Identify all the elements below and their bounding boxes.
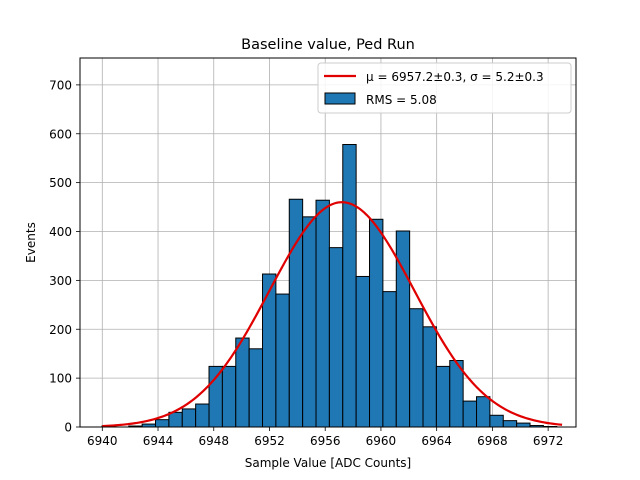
histogram-bar [155, 419, 170, 428]
y-tick-label: 0 [64, 421, 72, 435]
x-tick-label: 6972 [533, 434, 564, 448]
histogram-bar [262, 273, 277, 428]
x-axis-label: Sample Value [ADC Counts] [245, 456, 411, 470]
y-tick-label: 300 [49, 274, 72, 288]
histogram-bar [355, 275, 371, 428]
y-tick-label: 400 [49, 225, 72, 239]
histogram-bar [328, 247, 344, 428]
legend: μ = 6957.2±0.3, σ = 5.2±0.3 RMS = 5.08 [317, 62, 572, 114]
x-tick-label: 6968 [477, 434, 508, 448]
histogram-bar [248, 348, 264, 428]
histogram-bar [302, 216, 317, 428]
x-tick-label: 6940 [87, 434, 118, 448]
x-tick-label: 6964 [421, 434, 452, 448]
histogram-bar [342, 144, 357, 428]
x-tick-label: 6960 [366, 434, 397, 448]
chart-title: Baseline value, Ped Run [241, 37, 415, 53]
histogram-bar [409, 308, 424, 428]
histogram-bar [181, 408, 197, 428]
histogram-bar [435, 365, 451, 428]
histogram-bar [422, 326, 437, 428]
plot-frame [79, 57, 577, 428]
y-tick-label: 100 [49, 372, 72, 386]
legend-hist-swatch [324, 92, 356, 105]
y-tick-label: 200 [49, 323, 72, 337]
x-axis-ticks: 6940 6944 6948 6952 6956 6960 6964 6968 6972 [87, 427, 563, 448]
histogram-bar [221, 365, 237, 428]
histogram-bar [382, 291, 397, 428]
x-tick-label: 6952 [254, 434, 285, 448]
x-tick-label: 6944 [143, 434, 174, 448]
histogram-bar [369, 218, 384, 428]
y-tick-label: 700 [49, 78, 72, 92]
legend-fit-label: μ = 6957.2±0.3, σ = 5.2±0.3 [366, 70, 544, 84]
histogram-bar [235, 337, 250, 428]
histogram-bar [315, 199, 330, 428]
x-tick-label: 6956 [310, 434, 341, 448]
histogram-bar [462, 400, 478, 428]
histogram-bar [476, 396, 491, 428]
legend-box [317, 62, 572, 114]
histogram-bar [275, 293, 290, 428]
histogram-bar [168, 411, 183, 428]
histogram-bar [516, 422, 531, 428]
legend-hist-label: RMS = 5.08 [366, 93, 437, 107]
histogram-bar [489, 414, 504, 428]
histogram-bar [195, 403, 210, 428]
y-tick-label: 500 [49, 176, 72, 190]
gaussian-fit-curve [102, 201, 563, 428]
x-tick-label: 6948 [198, 434, 229, 448]
y-axis-ticks: 0 100 200 300 400 500 600 700 [49, 78, 80, 435]
y-axis-label: Events [24, 222, 38, 263]
histogram-bar [502, 420, 518, 428]
histogram-bar [208, 365, 223, 428]
y-tick-label: 600 [49, 127, 72, 141]
histogram-bar [288, 198, 304, 428]
